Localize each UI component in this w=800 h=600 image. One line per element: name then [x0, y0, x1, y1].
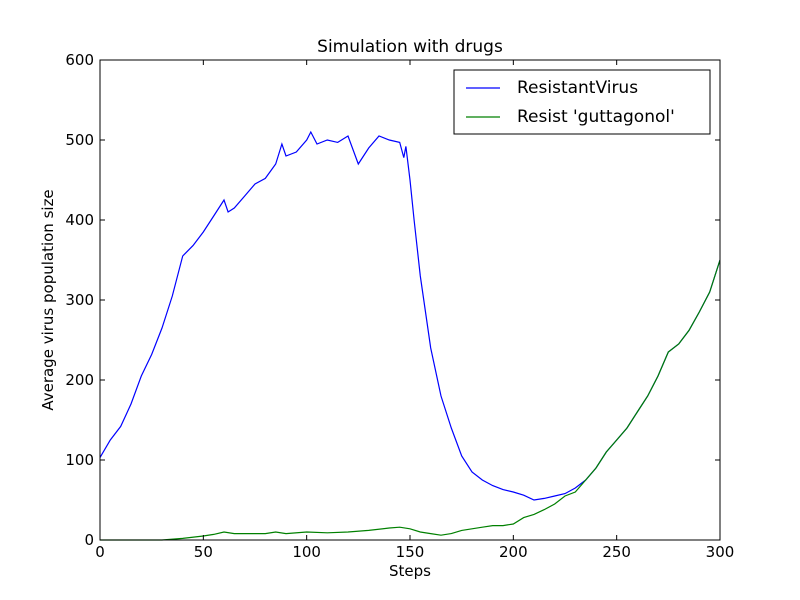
y-tick-label: 600: [65, 51, 94, 69]
y-tick-label: 500: [65, 131, 94, 149]
series-line-1: [100, 259, 721, 541]
plot-background: [100, 60, 720, 540]
y-tick-label: 200: [65, 371, 94, 389]
x-tick-label: 250: [602, 543, 631, 561]
tick-layer: 0 50 100 150 200 250 300 0 100 200 300 400 500 600: [65, 51, 734, 561]
y-axis-label: Average virus population size: [39, 189, 57, 410]
y-tick-label: 100: [65, 451, 94, 469]
legend-box: [453, 69, 711, 135]
series-layer: [99, 130, 721, 541]
legend: ResistantVirus Resist 'guttagonol': [453, 69, 711, 135]
x-tick-label: 300: [706, 543, 735, 561]
x-tick-label: 150: [396, 543, 425, 561]
legend-label-resistant-virus: ResistantVirus: [517, 78, 638, 98]
x-axis-label: Steps: [389, 562, 431, 580]
chart-title: Simulation with drugs: [317, 37, 503, 57]
x-tick-label: 200: [499, 543, 528, 561]
x-tick-label: 0: [95, 543, 105, 561]
y-tick-label: 0: [84, 531, 94, 549]
legend-label-resist-guttagonol: Resist 'guttagonol': [517, 107, 675, 127]
y-tick-label: 400: [65, 211, 94, 229]
y-tick-label: 300: [65, 291, 94, 309]
plot-area: 0 50 100 150 200 250 300 0 100 200 300 400 500 600: [65, 51, 734, 561]
x-tick-label: 100: [292, 543, 321, 561]
x-tick-label: 50: [194, 543, 213, 561]
